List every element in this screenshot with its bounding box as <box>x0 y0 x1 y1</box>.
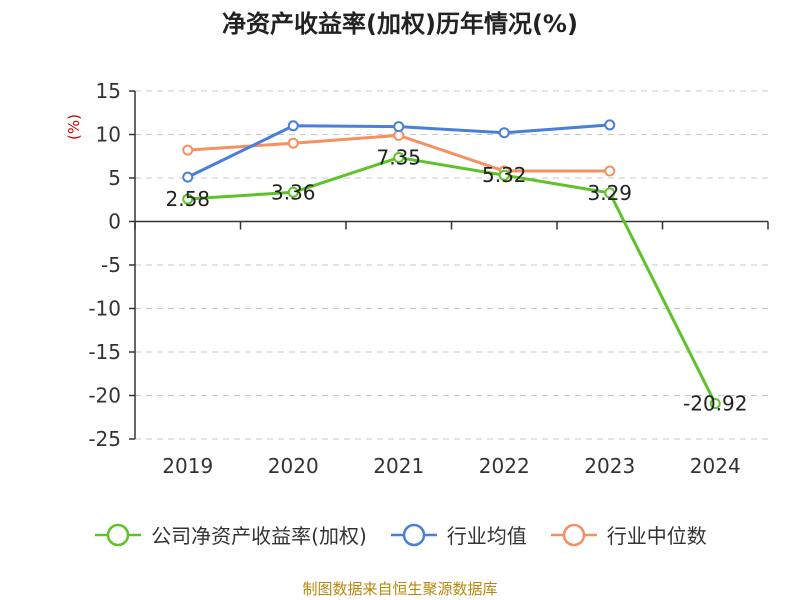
data-point <box>182 171 194 183</box>
data-label: 2.58 <box>165 187 210 211</box>
legend-item[interactable]: 行业均值 <box>389 520 527 549</box>
data-point <box>498 169 510 181</box>
legend-item[interactable]: 公司净资产收益率(加权) <box>93 520 367 549</box>
x-tick-label: 2022 <box>479 454 530 478</box>
legend-marker-icon <box>95 523 142 546</box>
legend-label: 公司净资产收益率(加权) <box>151 524 367 548</box>
legend-marker-icon <box>390 523 437 546</box>
data-point <box>604 119 616 131</box>
x-tick-label: 2020 <box>268 454 319 478</box>
data-label: 3.29 <box>587 181 632 205</box>
data-label: 5.32 <box>482 163 527 187</box>
data-label: 3.36 <box>271 180 316 204</box>
y-tick-label: 15 <box>96 79 121 103</box>
y-tick-label: -15 <box>88 340 121 364</box>
data-point <box>287 186 299 198</box>
y-tick-label: 5 <box>108 166 121 190</box>
source-note: 制图数据来自恒生聚源数据库 <box>302 580 498 598</box>
series-line <box>187 156 717 405</box>
y-tick-label: -20 <box>88 384 121 408</box>
y-tick-label: 0 <box>108 210 121 234</box>
x-tick-label: 2024 <box>690 454 741 478</box>
chart-title: 净资产收益率(加权)历年情况(%) <box>222 10 578 38</box>
x-tick-label: 2021 <box>373 454 424 478</box>
y-tick-label: -10 <box>88 297 121 321</box>
y-tick-label: 10 <box>96 123 121 147</box>
data-point <box>604 165 616 177</box>
legend: 公司净资产收益率(加权) 行业均值 行业中位数 <box>0 520 800 549</box>
data-point <box>393 121 405 133</box>
legend-label: 行业均值 <box>446 524 527 548</box>
data-label: -20.92 <box>683 392 747 416</box>
data-point <box>287 137 299 149</box>
data-point <box>393 152 405 164</box>
data-point <box>182 193 194 205</box>
data-point <box>287 120 299 132</box>
data-point <box>182 144 194 156</box>
y-tick-label: -25 <box>88 427 121 451</box>
legend-item[interactable]: 行业中位数 <box>549 520 707 549</box>
x-tick-label: 2023 <box>584 454 635 478</box>
data-point <box>709 398 721 410</box>
data-point <box>393 129 405 141</box>
y-tick-label: -5 <box>101 253 121 277</box>
data-point <box>498 127 510 139</box>
x-tick-label: 2019 <box>162 454 213 478</box>
legend-marker-icon <box>550 523 597 546</box>
data-label: 7.35 <box>376 146 421 170</box>
y-axis-unit: (%) <box>65 114 83 140</box>
data-point <box>604 187 616 199</box>
legend-label: 行业中位数 <box>606 524 707 548</box>
